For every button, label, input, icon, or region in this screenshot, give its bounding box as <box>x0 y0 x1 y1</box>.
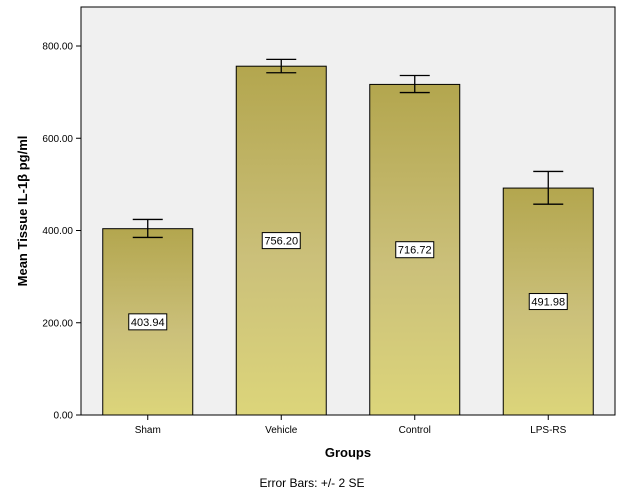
y-tick-label: 400.00 <box>42 226 73 237</box>
value-label-vehicle: 756.20 <box>261 232 301 250</box>
y-axis-title: Mean Tissue IL-1β pg/ml <box>15 136 30 287</box>
value-label-text: 491.98 <box>531 297 565 309</box>
y-axis: 0.00 200.00 400.00 600.00 800.00 <box>42 42 81 422</box>
x-axis-title: Groups <box>325 445 371 460</box>
value-label-text: 403.94 <box>131 317 165 329</box>
bars-layer: 403.94 756.20 716.72 491.98 <box>102 58 594 416</box>
value-label-box <box>395 241 435 259</box>
x-tick-label: Vehicle <box>265 425 298 436</box>
value-label-text: 716.72 <box>398 245 432 257</box>
value-label-box <box>528 293 568 311</box>
y-tick-label: 600.00 <box>42 134 73 145</box>
x-tick-label: Sham <box>135 425 161 436</box>
x-axis: Sham Vehicle Control LPS-RS <box>135 415 567 436</box>
value-label-text: 756.20 <box>264 236 298 248</box>
y-tick-label: 200.00 <box>42 318 73 329</box>
y-tick-label: 0.00 <box>54 411 74 422</box>
value-label-box <box>261 232 301 250</box>
value-label-box <box>128 313 168 331</box>
x-tick-label: LPS-RS <box>530 425 566 436</box>
error-bars-footnote: Error Bars: +/- 2 SE <box>259 476 364 490</box>
y-tick-label: 800.00 <box>42 42 73 53</box>
x-tick-label: Control <box>399 425 431 436</box>
value-label-lps-rs: 491.98 <box>528 293 568 311</box>
value-label-sham: 403.94 <box>128 313 168 331</box>
value-label-control: 716.72 <box>395 241 435 259</box>
